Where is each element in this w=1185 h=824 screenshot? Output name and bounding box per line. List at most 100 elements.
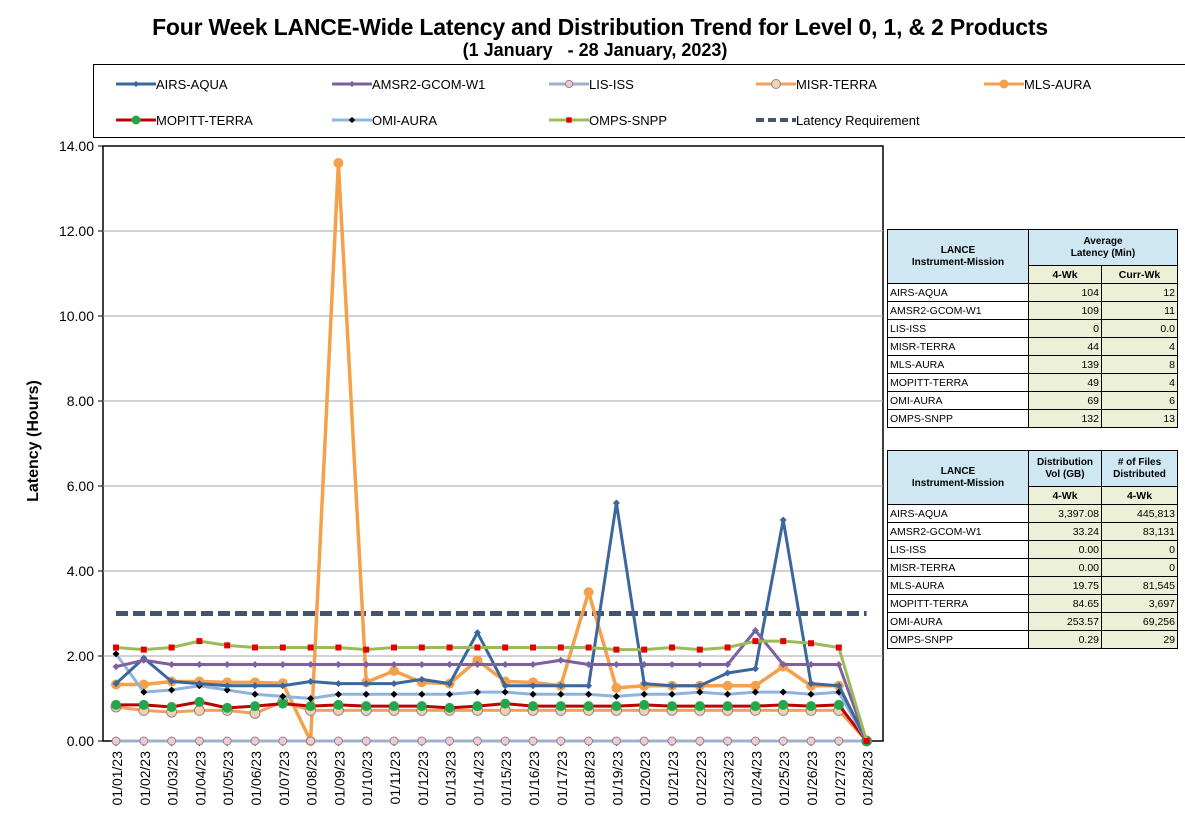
latency-subheader-4wk: 4-Wk <box>1028 265 1102 284</box>
data-point <box>418 690 426 698</box>
distribution-table-row: MOPITT-TERRA 84.65 3,697 <box>887 594 1178 613</box>
distribution-cell-volume: 84.65 <box>1028 594 1102 613</box>
data-point <box>418 644 425 651</box>
data-point <box>528 701 538 712</box>
distribution-cell-files: 3,697 <box>1101 594 1178 613</box>
distribution-cell-volume: 0.00 <box>1028 558 1102 577</box>
distribution-cell-volume: 0.29 <box>1028 630 1102 649</box>
y-tick-label: 6.00 <box>67 478 94 494</box>
data-point <box>251 690 259 698</box>
data-point <box>834 736 844 746</box>
legend-swatch <box>116 115 156 125</box>
latency-cell-instrument: OMI-AURA <box>887 391 1029 410</box>
x-tick-label: 01/27/23 <box>832 751 848 806</box>
distribution-header-files: # of Files Distributed <box>1101 450 1178 487</box>
latency-table-container: LANCE Instrument-Mission Average Latency… <box>887 229 1185 432</box>
data-point <box>223 686 231 694</box>
latency-cell-currwk: 11 <box>1100 301 1179 320</box>
data-point <box>223 661 231 668</box>
x-tick-label: 01/07/23 <box>276 751 292 806</box>
distribution-cell-volume: 3,397.08 <box>1028 504 1102 523</box>
x-tick-label: 01/23/23 <box>721 751 737 806</box>
data-point <box>640 690 648 698</box>
latency-cell-4wk: 49 <box>1028 373 1102 392</box>
legend-item: AMSR2-GCOM-W1 <box>332 75 485 93</box>
latency-table-row: MLS-AURA 139 8 <box>887 355 1179 374</box>
data-point <box>140 688 148 696</box>
latency-header-instrument: LANCE Instrument-Mission <box>887 229 1029 284</box>
data-point <box>999 79 1009 89</box>
data-point <box>472 701 483 712</box>
data-point <box>307 644 314 651</box>
distribution-cell-volume: 33.24 <box>1028 522 1102 541</box>
latency-table-row: MISR-TERRA 44 4 <box>887 337 1179 356</box>
y-tick-label: 12.00 <box>59 223 94 239</box>
data-point <box>724 690 732 698</box>
data-point <box>668 661 676 668</box>
data-point <box>530 644 536 651</box>
x-tick-label: 01/10/23 <box>359 751 375 806</box>
latency-table-row: AMSR2-GCOM-W1 109 11 <box>887 301 1179 320</box>
data-point <box>168 678 176 685</box>
latency-cell-currwk: 4 <box>1100 373 1179 392</box>
latency-header-instrument-line2: Instrument-Mission <box>911 256 1005 268</box>
legend-item: LIS-ISS <box>549 75 634 93</box>
data-point <box>750 701 761 712</box>
data-point <box>528 736 538 746</box>
legend-label: AMSR2-GCOM-W1 <box>372 76 486 92</box>
data-point <box>391 644 397 651</box>
latency-subheader-currwk: Curr-Wk <box>1100 265 1179 284</box>
latency-cell-instrument: MISR-TERRA <box>887 337 1029 356</box>
data-point <box>612 499 620 507</box>
data-point <box>307 678 315 685</box>
data-point <box>334 661 342 668</box>
distribution-table-row: LIS-ISS 0.00 0 <box>887 540 1178 559</box>
data-point <box>639 699 650 710</box>
series-line <box>116 161 869 743</box>
data-point <box>113 644 119 651</box>
data-point <box>112 663 120 671</box>
data-point <box>306 736 316 746</box>
data-point <box>833 699 844 710</box>
data-point <box>168 661 176 668</box>
data-point <box>473 661 481 668</box>
data-point <box>750 736 760 746</box>
data-point <box>333 158 344 168</box>
x-tick-label: 01/03/23 <box>165 751 181 806</box>
data-point <box>750 680 761 691</box>
data-point <box>694 701 705 712</box>
latency-header-average-line2: Latency (Min) <box>1070 247 1136 259</box>
data-point <box>279 661 287 668</box>
data-point <box>585 682 593 690</box>
series-line <box>114 501 868 742</box>
data-point <box>361 736 371 746</box>
x-tick-label: 01/25/23 <box>776 751 792 806</box>
latency-cell-4wk: 69 <box>1028 391 1102 410</box>
distribution-table: LANCE Instrument-Mission Distribution Vo… <box>887 450 1178 649</box>
legend-label: LIS-ISS <box>589 76 634 92</box>
latency-cell-4wk: 139 <box>1028 355 1102 374</box>
data-point <box>474 644 481 651</box>
distribution-cell-instrument: OMPS-SNPP <box>887 630 1029 649</box>
legend-swatch <box>984 79 1024 89</box>
data-point <box>333 699 344 710</box>
chart-subtitle: (1 January - 28 January, 2023) <box>462 40 728 60</box>
data-point <box>722 680 733 691</box>
data-point <box>668 690 676 698</box>
legend-item: OMI-AURA <box>332 111 437 129</box>
data-point <box>224 642 231 649</box>
data-point <box>771 79 781 89</box>
data-point <box>252 644 258 651</box>
data-point <box>390 661 398 668</box>
distribution-header-instrument-line2: Instrument-Mission <box>911 477 1005 489</box>
latency-cell-instrument: AIRS-AQUA <box>887 283 1029 302</box>
data-point <box>500 698 511 709</box>
latency-table-row: LIS-ISS 0 0.0 <box>887 319 1179 338</box>
distribution-cell-files: 0 <box>1101 558 1178 577</box>
data-point <box>112 680 120 688</box>
data-point <box>279 682 287 690</box>
data-point <box>501 661 509 668</box>
latency-header-instrument-line1: LANCE <box>940 244 976 256</box>
data-point <box>723 736 733 746</box>
